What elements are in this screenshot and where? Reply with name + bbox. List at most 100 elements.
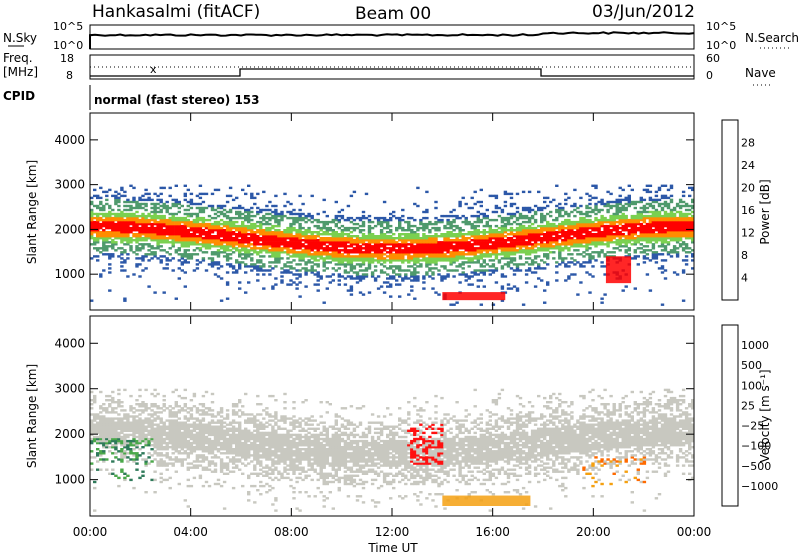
heatmap-cell [395, 259, 399, 262]
heatmap-cell [219, 212, 224, 216]
heatmap-cell [219, 229, 224, 232]
heatmap-cell [271, 210, 275, 214]
heatmap-cell [177, 277, 181, 280]
heatmap-cell [111, 212, 115, 216]
heatmap-cell [503, 200, 508, 204]
heatmap-cell [241, 226, 245, 230]
heatmap-cell [509, 192, 514, 196]
heatmap-cell [666, 220, 671, 224]
heatmap-cell [401, 218, 405, 222]
heatmap-cell [277, 233, 281, 236]
heatmap-cell [355, 222, 360, 226]
heatmap-cell [207, 237, 212, 240]
heatmap-cell [473, 251, 477, 254]
heatmap-cell [247, 241, 251, 244]
heatmap-cell [117, 427, 121, 430]
heatmap-cell [295, 237, 299, 240]
heatmap-cell [425, 247, 429, 250]
heatmap-cell [361, 277, 366, 280]
heatmap-cell [301, 257, 305, 260]
heatmap-cell [654, 208, 659, 212]
heatmap-cell [274, 194, 278, 198]
heatmap-cell [222, 239, 227, 242]
heatmap-cell [274, 212, 278, 216]
heatmap-cell [422, 277, 426, 280]
heatmap-cell [346, 235, 351, 238]
heatmap-cell [144, 216, 148, 220]
heatmap-cell [537, 277, 541, 280]
heatmap-cell [370, 261, 375, 264]
heatmap-cell [473, 249, 477, 252]
heatmap-cell [120, 429, 124, 432]
heatmap-cell [189, 222, 194, 226]
heatmap-cell [651, 245, 656, 248]
heatmap-cell [688, 186, 692, 190]
heatmap-cell [286, 233, 290, 236]
heatmap-cell [111, 427, 115, 430]
heatmap-cell [105, 429, 109, 432]
heatmap-cell [382, 265, 387, 268]
heatmap-cell [174, 297, 178, 300]
heatmap-cell [476, 261, 480, 264]
heatmap-cell [648, 259, 653, 262]
heatmap-cell [449, 243, 453, 246]
heatmap-cell [395, 243, 399, 246]
heatmap-cell [416, 241, 420, 244]
heatmap-cell [96, 439, 100, 443]
heatmap-cell [373, 277, 378, 280]
heatmap-cell [334, 239, 338, 242]
heatmap-cell [117, 435, 121, 439]
heatmap-cell [642, 249, 647, 252]
heatmap-cell [271, 253, 275, 256]
heatmap-cell [561, 229, 565, 232]
heatmap-cell [540, 247, 544, 250]
heatmap-cell [376, 218, 381, 222]
heatmap-cell [684, 235, 689, 238]
heatmap-cell [216, 239, 221, 242]
heatmap-cell [268, 216, 272, 220]
heatmap-cell [361, 255, 366, 258]
heatmap-cell [691, 235, 695, 238]
heatmap-cell [274, 261, 278, 264]
heatmap-cell [105, 222, 109, 226]
heatmap-cell [669, 255, 674, 258]
heatmap-cell [192, 226, 197, 230]
heatmap-cell [425, 257, 429, 260]
heatmap-cell [561, 247, 565, 250]
heatmap-cell [642, 229, 647, 232]
heatmap-cell [540, 229, 544, 232]
heatmap-cell [111, 433, 115, 437]
heatmap-cell [422, 259, 426, 262]
heatmap-cell [183, 285, 187, 288]
heatmap-cell [174, 222, 178, 226]
heatmap-cell [546, 212, 550, 216]
heatmap-cell [467, 257, 471, 260]
heatmap-cell [90, 233, 94, 236]
heatmap-cell [479, 245, 483, 248]
heatmap-cell [322, 241, 326, 244]
heatmap-cell [609, 206, 613, 210]
heatmap-cell [159, 186, 163, 190]
heatmap-cell [141, 446, 145, 449]
heatmap-cell [630, 229, 634, 232]
heatmap-cell [292, 237, 296, 240]
heatmap-cell [346, 249, 351, 252]
heatmap-cell [576, 249, 580, 252]
heatmap-cell [491, 233, 496, 236]
heatmap-cell [301, 245, 305, 248]
heatmap-cell [247, 226, 251, 230]
heatmap-cell [244, 208, 248, 212]
heatmap-cell [271, 235, 275, 238]
heatmap-cell [645, 226, 650, 230]
heatmap-cell [449, 247, 453, 250]
heatmap-cell [283, 271, 287, 274]
heatmap-cell [225, 200, 230, 204]
heatmap-cell [90, 431, 94, 435]
heatmap-cell [633, 218, 637, 222]
heatmap-cell [117, 425, 121, 428]
heatmap-cell [497, 206, 502, 210]
heatmap-cell [307, 261, 311, 264]
heatmap-cell [135, 399, 139, 402]
heatmap-cell [183, 222, 187, 226]
heatmap-cell [621, 289, 625, 292]
